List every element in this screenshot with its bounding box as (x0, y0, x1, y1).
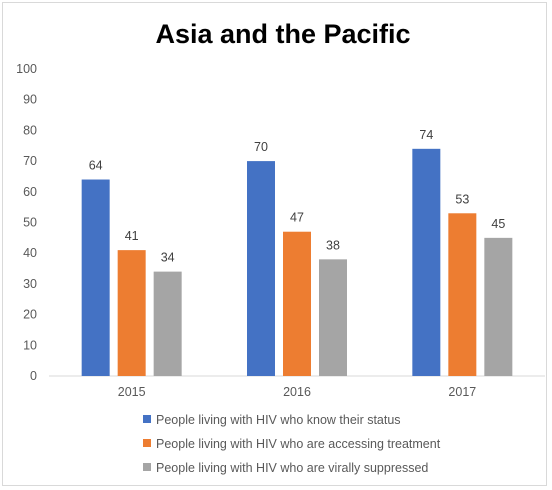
plot-area: 0 10 20 30 40 50 60 70 80 90 100 64 41 34 2015 70 47 38 20… (16, 62, 545, 399)
bar (247, 161, 275, 376)
legend-swatch (143, 415, 151, 423)
data-label: 34 (161, 251, 175, 265)
x-tick-label: 2017 (448, 385, 476, 399)
legend-swatch (143, 439, 151, 447)
y-tick-label: 80 (23, 123, 37, 137)
x-tick-label: 2016 (283, 385, 311, 399)
y-tick-label: 30 (23, 277, 37, 291)
bar (117, 250, 146, 376)
y-tick-label: 40 (23, 246, 37, 260)
data-label: 38 (326, 238, 340, 252)
chart-frame: Asia and the Pacific 0 10 20 30 40 50 60 70 80 90… (2, 2, 547, 486)
bar (448, 213, 477, 376)
y-tick-label: 100 (16, 62, 37, 76)
x-tick-label: 2015 (118, 385, 146, 399)
legend-label: People living with HIV who are virally s… (156, 461, 428, 475)
legend-label: People living with HIV who know their st… (156, 413, 401, 427)
bar (319, 259, 347, 376)
data-label: 74 (419, 128, 433, 142)
chart-title: Asia and the Pacific (155, 19, 410, 49)
data-label: 70 (254, 140, 268, 154)
data-label: 64 (89, 159, 103, 173)
data-label: 45 (491, 217, 505, 231)
bar (484, 237, 513, 376)
bar (153, 271, 182, 376)
y-tick-label: 90 (23, 93, 37, 107)
data-label: 53 (455, 192, 469, 206)
legend-label: People living with HIV who are accessing… (156, 437, 441, 451)
y-tick-label: 60 (23, 185, 37, 199)
y-tick-label: 50 (23, 216, 37, 230)
data-label: 41 (125, 229, 139, 243)
data-label: 47 (290, 211, 304, 225)
y-tick-label: 0 (30, 369, 37, 383)
bar (412, 148, 441, 376)
bar-chart: Asia and the Pacific 0 10 20 30 40 50 60 70 80 90… (16, 19, 545, 475)
bar (81, 179, 110, 376)
bar (283, 231, 311, 376)
legend-swatch (143, 463, 151, 471)
legend: People living with HIV who know their st… (143, 413, 441, 475)
y-tick-label: 20 (23, 308, 37, 322)
y-tick-label: 70 (23, 154, 37, 168)
y-tick-label: 10 (23, 338, 37, 352)
